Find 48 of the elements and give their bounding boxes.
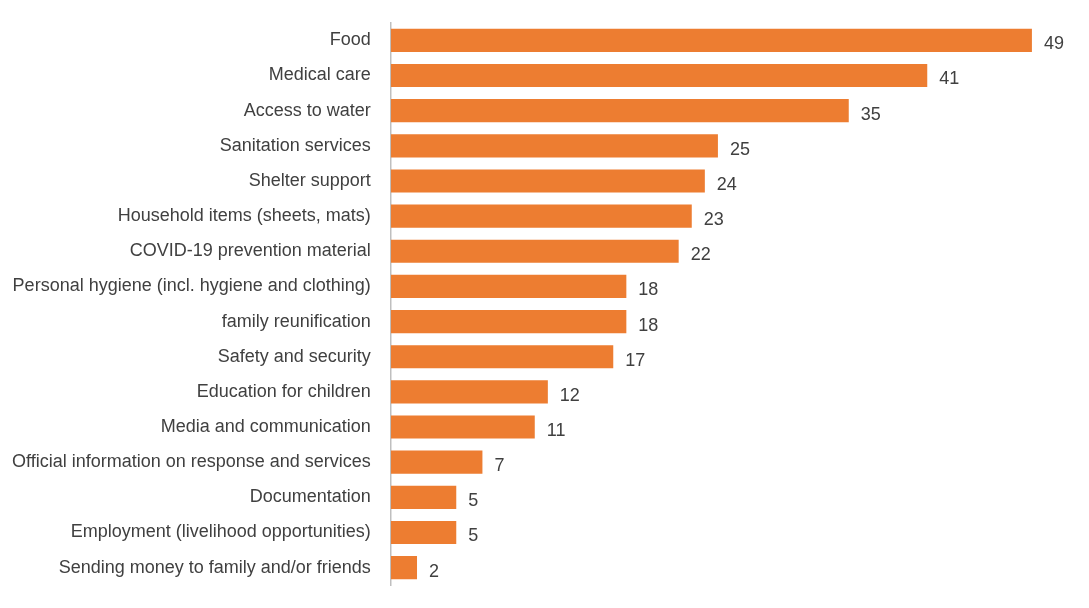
bar [390, 63, 928, 88]
bar [390, 239, 679, 263]
data-label: 24 [716, 173, 737, 194]
bar [390, 309, 627, 334]
data-label: 12 [559, 384, 580, 405]
bar [390, 556, 418, 580]
data-label: 5 [468, 490, 479, 511]
y-tick-label: Safety and security [217, 345, 371, 366]
data-label: 35 [860, 103, 881, 124]
data-label: 18 [638, 279, 659, 300]
y-tick-label: Sending money to family and/or friends [58, 556, 371, 577]
data-label: 22 [690, 244, 711, 265]
bar [390, 450, 483, 474]
y-tick-label: Medical care [268, 64, 371, 85]
y-tick-label: Official information on response and services [11, 451, 371, 472]
y-tick-label: Education for children [196, 380, 371, 401]
y-tick-label: Documentation [249, 486, 371, 507]
y-tick-label: Shelter support [248, 169, 371, 190]
data-label: 23 [703, 209, 724, 230]
bar [390, 274, 627, 299]
bar [390, 415, 535, 439]
bar [390, 380, 548, 404]
y-tick-label: Personal hygiene (incl. hygiene and clothing) [12, 275, 371, 296]
y-tick-label: Employment (livelihood opportunities) [70, 521, 371, 542]
data-label: 17 [625, 349, 646, 370]
y-tick-label: Sanitation services [219, 134, 371, 155]
y-tick-label: COVID-19 prevention material [129, 240, 371, 261]
data-label: 18 [638, 314, 659, 335]
bar [390, 99, 849, 123]
data-label: 5 [468, 525, 479, 546]
y-tick-label: Food [329, 29, 371, 50]
data-label: 2 [429, 560, 440, 581]
y-tick-label: Household items (sheets, mats) [117, 205, 371, 226]
bar [390, 134, 718, 158]
bar [390, 485, 457, 509]
bar [390, 204, 692, 228]
bar [390, 28, 1032, 52]
bar [390, 520, 457, 545]
y-tick-label: Access to water [243, 99, 371, 120]
y-tick-label: Media and communication [160, 415, 371, 436]
data-label: 41 [939, 68, 960, 89]
y-tick-label: family reunification [221, 310, 371, 331]
data-label: 49 [1043, 33, 1064, 54]
bar [390, 169, 705, 193]
data-label: 11 [546, 419, 566, 440]
bar [390, 345, 614, 369]
data-label: 25 [729, 138, 750, 159]
data-label: 7 [494, 455, 505, 476]
